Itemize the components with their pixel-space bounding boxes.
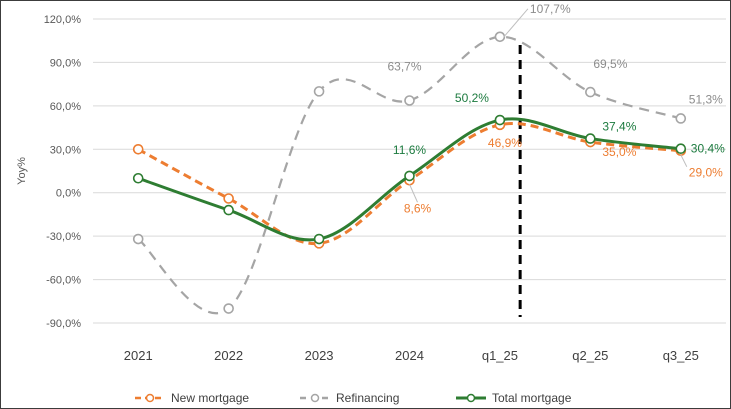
y-tick-label: 90,0% [50, 57, 81, 69]
legend-marker [310, 393, 320, 403]
label-leader-line [680, 154, 688, 167]
data-label-refinancing: 107,7% [530, 2, 571, 16]
data-point-new-mortgage [132, 143, 144, 155]
data-point-refinancing [132, 233, 144, 245]
y-tick-label: 0,0% [56, 188, 81, 200]
grid-lines [93, 18, 726, 324]
y-tick-label: 30,0% [50, 144, 81, 156]
data-label-total-mortgage: 50,2% [455, 91, 489, 105]
y-tick-label: -60,0% [46, 275, 81, 287]
legend-item-refinancing: Refinancing [300, 391, 399, 405]
series-lines [132, 31, 687, 315]
legend-marker [145, 393, 155, 403]
y-axis-label: Yoy% [16, 157, 28, 185]
y-tick-label: 120,0% [44, 14, 82, 26]
data-label-new-mortgage: 35,0% [602, 145, 636, 159]
data-point-refinancing [404, 95, 415, 106]
label-leader-line [409, 184, 418, 203]
data-point-refinancing [675, 113, 687, 124]
legend-label: Refinancing [336, 391, 399, 405]
data-point-total-mortgage [494, 114, 506, 126]
data-label-total-mortgage: 37,4% [602, 120, 636, 134]
x-tick-label: 2021 [124, 348, 153, 363]
data-point-refinancing [494, 31, 506, 43]
x-tick-label: q1_25 [482, 348, 518, 363]
x-axis-tick-labels: 2021 2022 2023 2024 q1_25 q2_25 q3_25 [124, 348, 699, 363]
legend-marker [466, 393, 476, 403]
data-point-total-mortgage [223, 204, 234, 216]
data-point-total-mortgage [675, 143, 687, 155]
data-point-total-mortgage [313, 233, 325, 245]
data-point-total-mortgage [585, 133, 596, 144]
data-label-refinancing: 69,5% [593, 57, 627, 71]
y-tick-label: 60,0% [50, 101, 81, 113]
legend-item-total-mortgage: Total mortgage [456, 391, 572, 405]
data-label-new-mortgage: 8,6% [404, 201, 432, 215]
data-label-total-mortgage: 11,6% [393, 143, 426, 157]
data-point-refinancing [585, 86, 596, 98]
legend-label: Total mortgage [492, 391, 572, 405]
x-tick-label: 2022 [214, 348, 243, 363]
data-label-new-mortgage: 29,0% [689, 166, 723, 180]
x-tick-label: q2_25 [572, 348, 608, 363]
x-tick-label: 2024 [395, 348, 424, 363]
data-point-new-mortgage [223, 193, 234, 204]
data-label-new-mortgage: 46,9% [488, 136, 522, 150]
data-labels: 8,6% 46,9% 35,0% 29,0% 63,7% 107,7% 69,5% 51,3%… [387, 2, 725, 215]
data-point-total-mortgage [132, 172, 144, 184]
data-point-total-mortgage [404, 170, 415, 182]
legend-item-new-mortgage: New mortgage [135, 391, 249, 405]
y-tick-label: -90,0% [46, 318, 81, 330]
y-axis-tick-labels: -90,0% -60,0% -30,0% 0,0% 30,0% 60,0% 90,0% 120… [44, 14, 82, 330]
data-label-refinancing: 51,3% [689, 92, 723, 106]
data-point-refinancing [223, 303, 234, 314]
legend-label: New mortgage [171, 391, 249, 405]
x-tick-label: 2023 [305, 348, 334, 363]
legend: New mortgage Refinancing Total mortgage [135, 391, 572, 405]
data-label-total-mortgage: 30,4% [691, 142, 725, 156]
data-point-refinancing [313, 86, 325, 97]
y-tick-label: -30,0% [46, 231, 81, 243]
x-tick-label: q3_25 [663, 348, 699, 363]
label-leader-line [503, 8, 529, 38]
data-label-refinancing: 63,7% [387, 60, 421, 74]
